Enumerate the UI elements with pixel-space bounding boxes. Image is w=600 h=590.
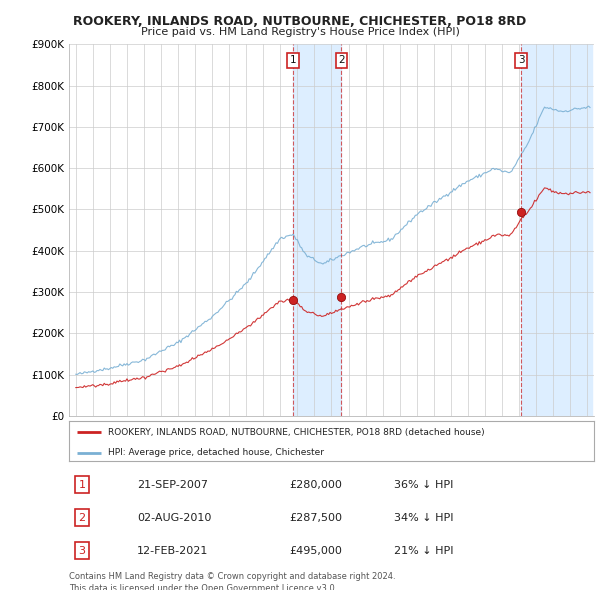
Text: ROOKERY, INLANDS ROAD, NUTBOURNE, CHICHESTER, PO18 8RD: ROOKERY, INLANDS ROAD, NUTBOURNE, CHICHE… — [73, 15, 527, 28]
Text: 1: 1 — [79, 480, 86, 490]
Text: £280,000: £280,000 — [290, 480, 343, 490]
Bar — [521, 44, 592, 416]
Text: Contains HM Land Registry data © Crown copyright and database right 2024.
This d: Contains HM Land Registry data © Crown c… — [69, 572, 395, 590]
Text: 21% ↓ HPI: 21% ↓ HPI — [395, 546, 454, 556]
Text: 3: 3 — [79, 546, 86, 556]
Bar — [293, 44, 341, 416]
Text: 02-AUG-2010: 02-AUG-2010 — [137, 513, 212, 523]
Text: £287,500: £287,500 — [290, 513, 343, 523]
Text: 12-FEB-2021: 12-FEB-2021 — [137, 546, 209, 556]
Text: £495,000: £495,000 — [290, 546, 343, 556]
Text: 2: 2 — [338, 55, 345, 65]
Text: 3: 3 — [518, 55, 524, 65]
Text: 1: 1 — [289, 55, 296, 65]
Text: HPI: Average price, detached house, Chichester: HPI: Average price, detached house, Chic… — [109, 448, 325, 457]
Text: 21-SEP-2007: 21-SEP-2007 — [137, 480, 208, 490]
Text: 34% ↓ HPI: 34% ↓ HPI — [395, 513, 454, 523]
Text: 36% ↓ HPI: 36% ↓ HPI — [395, 480, 454, 490]
Text: Price paid vs. HM Land Registry's House Price Index (HPI): Price paid vs. HM Land Registry's House … — [140, 27, 460, 37]
Text: ROOKERY, INLANDS ROAD, NUTBOURNE, CHICHESTER, PO18 8RD (detached house): ROOKERY, INLANDS ROAD, NUTBOURNE, CHICHE… — [109, 428, 485, 437]
Text: 2: 2 — [79, 513, 86, 523]
